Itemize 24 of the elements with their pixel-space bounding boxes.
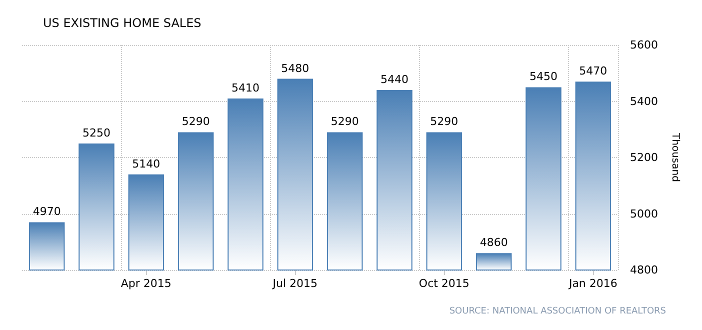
- y-tick-label: 5400: [630, 94, 658, 108]
- x-tick-label: Jan 2016: [568, 277, 618, 290]
- y-axis-title: Thousand: [670, 132, 680, 182]
- x-tick-label: Apr 2015: [120, 277, 172, 290]
- data-label: 5450: [530, 70, 558, 84]
- y-tick-label: 5000: [630, 207, 658, 220]
- x-tick-label: Oct 2015: [418, 277, 470, 290]
- data-label: 4860: [480, 236, 508, 250]
- data-label: 5290: [430, 115, 458, 128]
- data-label: 5250: [82, 126, 110, 140]
- chart-title: US EXISTING HOME SALES: [43, 16, 202, 30]
- source-note: SOURCE: NATIONAL ASSOCIATION OF REALTORS: [449, 306, 666, 316]
- data-label: 4970: [32, 205, 61, 218]
- data-label: 5290: [182, 115, 210, 128]
- data-label: 5410: [232, 81, 260, 94]
- data-label: 5290: [330, 115, 359, 128]
- y-tick-label: 5600: [630, 38, 658, 52]
- data-label: 5140: [132, 157, 160, 170]
- data-label: 5470: [579, 64, 608, 78]
- data-label: 5480: [281, 62, 310, 75]
- data-label: 5440: [380, 73, 408, 86]
- y-tick-label: 5200: [630, 151, 658, 164]
- y-tick-label: 4800: [630, 264, 658, 276]
- x-tick-label: Jul 2015: [272, 277, 318, 290]
